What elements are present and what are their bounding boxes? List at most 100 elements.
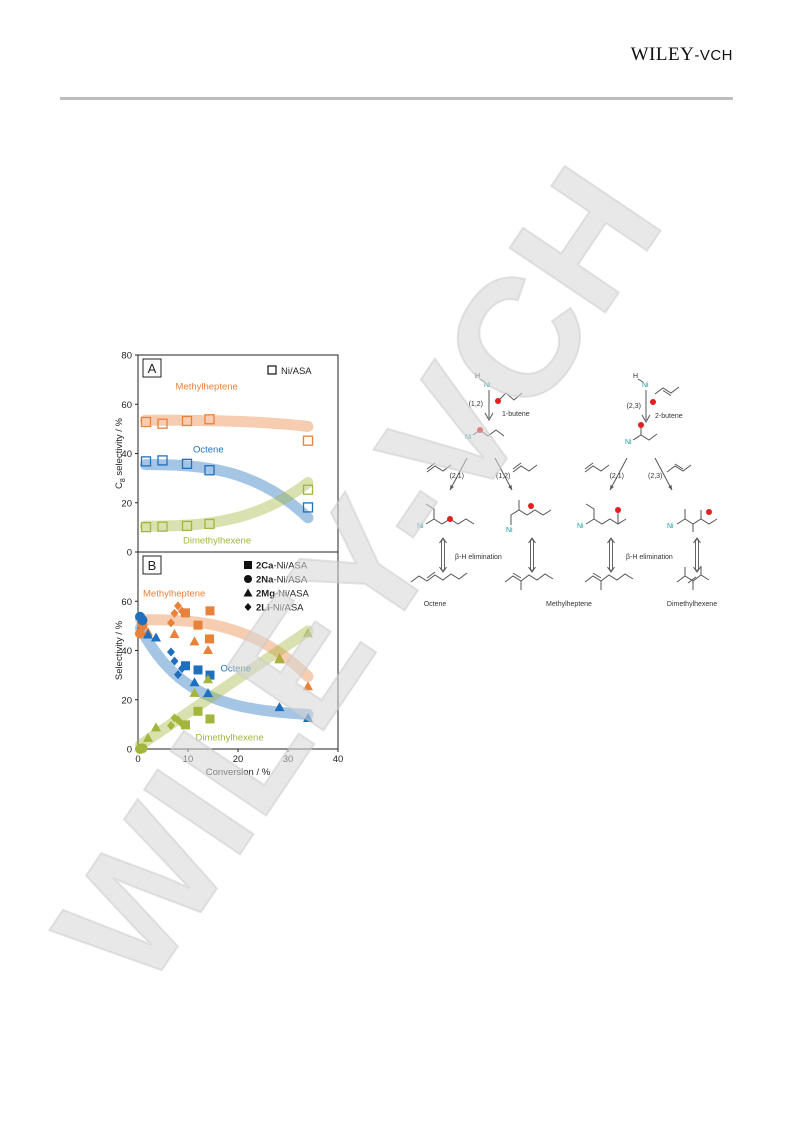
panel-a-label-dimethylhexene: Dimethylhexene xyxy=(183,535,251,546)
ni-hydride-bond-right xyxy=(637,378,644,383)
legend-b-label-bold: 2Na xyxy=(256,575,274,586)
panel-a-ytick-label: 40 xyxy=(121,449,132,460)
path-label-12-top: (1,2) xyxy=(469,401,483,408)
panel-a-band-octene xyxy=(140,459,314,524)
panel-b-point xyxy=(151,632,161,642)
panel-b-label-methylheptene: Methylheptene xyxy=(143,588,205,599)
beta-h-arrow-4 xyxy=(695,539,699,571)
product-dimethylhexene-db xyxy=(687,576,697,584)
panel-b-xtick-label: 30 xyxy=(283,754,294,765)
octyl-ni-2: Ni xyxy=(506,527,513,534)
panel-b-point xyxy=(170,608,179,618)
panel-b-point xyxy=(174,601,182,611)
panel-b-point xyxy=(205,634,214,644)
octyl-ni-4: Ni xyxy=(667,523,674,530)
product-octene xyxy=(410,572,468,583)
arrow-head xyxy=(484,412,494,422)
beta-h-arrow-3-down xyxy=(607,566,615,573)
label-1-butene: 1-butene xyxy=(502,411,530,418)
panel-b-point xyxy=(169,629,180,639)
panel-b-point xyxy=(174,670,182,680)
legend-b-marker xyxy=(243,588,253,597)
panel-a-ytick-label: 80 xyxy=(121,351,132,362)
intermediate-ni-left: Ni xyxy=(465,434,472,441)
panel-b-point xyxy=(181,720,190,730)
butene-reactant-3 xyxy=(584,464,610,473)
panel-b-point xyxy=(137,743,148,754)
octyl-chain-2a xyxy=(510,509,552,525)
panel-b-ylabel: Selectivity / % xyxy=(114,620,125,680)
ni-hydride-h-right: H xyxy=(633,373,638,380)
panel-a-ylabel-main: C xyxy=(114,482,125,489)
panel-b-point xyxy=(170,656,179,666)
panel-b-xlabel: Conversion / % xyxy=(206,767,271,778)
panel-b-ytick-label: 60 xyxy=(121,597,132,608)
panel-b-point xyxy=(189,687,200,697)
arrow-head xyxy=(641,414,651,424)
publisher-suffix: -VCH xyxy=(694,47,733,64)
panel-b-point xyxy=(151,722,161,732)
octyl-chain-3b xyxy=(593,518,627,525)
octyl-chain-4b xyxy=(684,518,718,525)
panel-a-point xyxy=(140,416,152,428)
panel-b-point xyxy=(181,661,190,671)
panel-a-band-methylheptene xyxy=(140,414,314,432)
panel-a-band-dimethylhexene xyxy=(140,477,314,532)
legend-b-label-rest: -Ni/ASA xyxy=(273,575,307,586)
legend-b-label: 2Li-Ni/ASA xyxy=(256,603,304,614)
panel-b-point xyxy=(178,663,186,673)
path-label-21-right: (2,1) xyxy=(610,473,624,480)
label-2-butene: 2-butene xyxy=(655,413,683,420)
panel-a-label: A xyxy=(148,361,157,376)
octyl-chain-1b xyxy=(433,518,475,525)
ni-hydride-bond-left xyxy=(479,378,486,383)
panel-a-point xyxy=(157,521,168,532)
panel-b-point xyxy=(167,721,175,731)
butene-reactant-4-db xyxy=(674,463,684,470)
product-label-methylheptene: Methylheptene xyxy=(546,601,592,608)
radical-dot xyxy=(495,398,501,404)
panel-b-point xyxy=(178,719,186,729)
butene-reactant-4 xyxy=(666,464,692,473)
insertion-arrow-3 xyxy=(609,457,628,491)
butene-reactant-2-db xyxy=(512,462,522,470)
panel-a-point xyxy=(302,435,314,446)
panel-a-ylabel-rest: selectivity / % xyxy=(114,417,125,478)
intermediate-ni-right: Ni xyxy=(625,439,632,446)
panel-b-point xyxy=(189,677,200,687)
panel-a-point xyxy=(302,502,314,513)
panel-b-point xyxy=(303,681,313,691)
panel-a-ytick-label: 20 xyxy=(121,498,132,509)
legend-b-label-bold: 2Mg xyxy=(256,589,275,600)
panel-b-ytick-label: 40 xyxy=(121,646,132,657)
beta-h-arrow-1 xyxy=(441,539,445,571)
panel-b-point xyxy=(193,665,203,675)
panel-a-point xyxy=(204,414,215,425)
octyl-chain-1a xyxy=(425,503,435,525)
path-label-21-left: (2,1) xyxy=(450,473,464,480)
panel-b-point xyxy=(189,636,200,646)
panel-b-label: B xyxy=(148,558,157,573)
ni-hydride-h-left: H xyxy=(475,373,480,380)
ni-hydride-ni-left: Ni xyxy=(484,382,491,389)
legend-b-label-bold: 2Ca xyxy=(256,561,274,572)
path-label-12-mid: (1,2) xyxy=(496,473,510,480)
panel-b-band-methylheptene xyxy=(135,614,314,682)
panel-b-point xyxy=(170,713,179,723)
product-dimethylhexene xyxy=(676,574,710,583)
octyl-ni-1: Ni xyxy=(417,523,424,530)
butene-reactant-2 xyxy=(512,464,538,473)
panel-a-point xyxy=(204,465,215,476)
insertion-arrow-3-head xyxy=(610,485,614,490)
legend-b-marker xyxy=(244,561,252,569)
product-label-octene: Octene xyxy=(424,601,447,608)
panel-b-point xyxy=(137,615,148,626)
insertion-arrow-4 xyxy=(654,457,673,491)
legend-b-label: 2Mg-Ni/ASA xyxy=(256,589,309,600)
insertion-arrow-2 xyxy=(494,457,513,491)
panel-b-band-octene xyxy=(135,622,314,720)
butene2-molecule xyxy=(654,386,680,395)
panel-a-point xyxy=(157,418,168,429)
panel-a-point xyxy=(181,415,193,427)
product-methylheptene-db xyxy=(512,572,522,579)
